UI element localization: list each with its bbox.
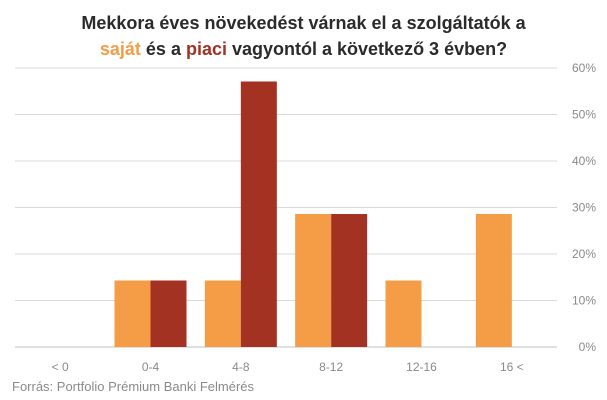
x-tick-label: < 0 [52, 360, 69, 374]
x-tick-label: 0-4 [142, 360, 160, 374]
title-tail: vagyontól a következő 3 évben? [227, 39, 508, 59]
title-market-word: piaci [185, 39, 227, 59]
title-line-2: saját és a piaci vagyontól a következő 3… [0, 36, 607, 62]
bar-own [114, 280, 151, 347]
bar-market [331, 214, 368, 347]
bar-market [150, 280, 187, 347]
y-tick-label: 0% [579, 340, 597, 354]
title-own-word: saját [99, 39, 141, 59]
x-tick-label: 16 < [500, 360, 524, 374]
title-line-1: Mekkora éves növekedést várnak el a szol… [81, 13, 526, 33]
bar-own [475, 214, 512, 347]
x-tick-label: 4-8 [232, 360, 250, 374]
bar-market [240, 81, 277, 348]
y-tick-label: 10% [572, 294, 596, 308]
source-note: Forrás: Portfolio Prémium Banki Felmérés [12, 379, 255, 394]
chart-title: Mekkora éves növekedést várnak el a szol… [0, 10, 607, 62]
y-tick-label: 60% [572, 61, 596, 75]
bar-own [385, 280, 422, 347]
bar-own [295, 214, 332, 347]
y-tick-label: 30% [572, 201, 596, 215]
x-tick-label: 8-12 [319, 360, 343, 374]
y-tick-label: 20% [572, 247, 596, 261]
title-connector: és a [140, 39, 186, 59]
bar-own [204, 280, 241, 347]
y-tick-label: 50% [572, 108, 596, 122]
y-tick-label: 40% [572, 154, 596, 168]
x-tick-label: 12-16 [406, 360, 437, 374]
